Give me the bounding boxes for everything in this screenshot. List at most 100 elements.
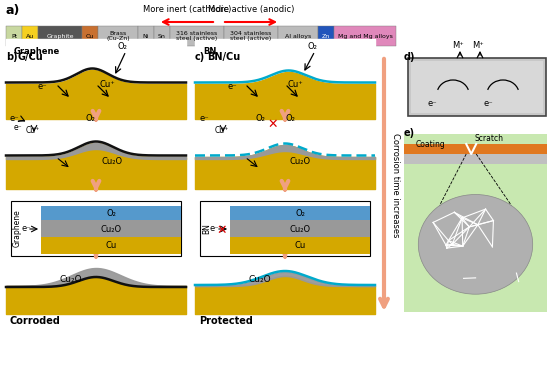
Text: Brass
(Cu-Zn): Brass (Cu-Zn)	[106, 31, 130, 42]
Bar	[200, 201, 370, 256]
Text: Graphite: Graphite	[46, 34, 74, 39]
Bar	[6, 157, 186, 189]
Text: More active (anodic): More active (anodic)	[208, 5, 294, 14]
Text: BN/Cu: BN/Cu	[207, 52, 240, 62]
Text: O₂: O₂	[106, 208, 116, 218]
Text: Graphene: Graphene	[14, 47, 60, 56]
Bar	[138, 26, 154, 46]
Bar	[6, 286, 186, 314]
Text: d): d)	[404, 52, 415, 62]
Text: e⁻: e⁻	[38, 82, 48, 91]
Bar	[318, 26, 334, 46]
Bar	[195, 256, 375, 314]
Text: O₂: O₂	[285, 114, 295, 123]
Bar	[6, 26, 22, 46]
Bar	[98, 26, 138, 46]
Text: e⁻: e⁻	[227, 82, 236, 91]
Text: ✕: ✕	[216, 224, 227, 237]
Text: Cu: Cu	[294, 242, 306, 251]
Text: e⁻: e⁻	[10, 114, 20, 123]
Text: e): e)	[404, 128, 415, 138]
Bar	[224, 26, 278, 46]
Text: e⁻: e⁻	[428, 99, 438, 108]
Bar	[6, 113, 186, 189]
Text: Cu⁺: Cu⁺	[215, 126, 229, 135]
Text: Coating: Coating	[416, 140, 446, 149]
Text: Cu₂O: Cu₂O	[60, 275, 82, 284]
Text: 316 stainless
steel (active): 316 stainless steel (active)	[177, 31, 218, 42]
Text: O₂: O₂	[255, 114, 265, 123]
Text: Sn: Sn	[158, 34, 166, 39]
Text: Cu₂O: Cu₂O	[289, 224, 311, 233]
Ellipse shape	[419, 194, 533, 294]
Bar	[38, 26, 82, 46]
Bar	[278, 26, 318, 46]
Text: e⁻: e⁻	[199, 114, 208, 123]
Text: Zn: Zn	[322, 34, 330, 39]
Text: Cu: Cu	[86, 34, 94, 39]
Text: e⁻: e⁻	[210, 224, 219, 233]
Bar	[41, 237, 181, 254]
Text: Corrosion time increases: Corrosion time increases	[391, 133, 400, 237]
Bar	[195, 84, 375, 119]
Text: Au: Au	[26, 34, 34, 39]
Bar	[6, 41, 186, 119]
Text: BN: BN	[203, 47, 216, 56]
Text: Cu: Cu	[106, 242, 117, 251]
Bar	[195, 286, 375, 314]
Bar	[411, 61, 543, 113]
Bar	[404, 144, 547, 154]
Text: Cu⁺: Cu⁺	[288, 80, 304, 89]
Text: BN: BN	[202, 223, 211, 234]
Text: More inert (cathodic): More inert (cathodic)	[143, 5, 231, 14]
Bar	[404, 150, 547, 164]
Text: 304 stainless
steel (active): 304 stainless steel (active)	[230, 31, 272, 42]
Text: Cu₂O: Cu₂O	[101, 157, 122, 166]
Bar	[41, 206, 181, 220]
Bar	[6, 256, 186, 314]
Text: Cu₂O: Cu₂O	[249, 275, 271, 284]
Bar	[170, 26, 224, 46]
Text: O₂: O₂	[118, 42, 128, 51]
Bar	[334, 26, 396, 46]
Text: G/Cu: G/Cu	[17, 52, 43, 62]
Text: O₂: O₂	[307, 42, 317, 51]
Bar	[230, 206, 370, 220]
Bar	[154, 26, 170, 46]
Bar	[82, 26, 98, 46]
Text: Cu₂O: Cu₂O	[290, 157, 311, 166]
Text: M⁺: M⁺	[472, 41, 484, 50]
Bar	[404, 134, 547, 312]
Text: M⁺: M⁺	[452, 41, 464, 50]
Bar	[41, 220, 181, 237]
Text: e⁻: e⁻	[14, 123, 23, 132]
Text: Cu⁺: Cu⁺	[99, 80, 115, 89]
Bar	[408, 58, 546, 116]
Text: Pt: Pt	[11, 34, 17, 39]
Text: c): c)	[195, 52, 205, 62]
Bar	[195, 157, 375, 189]
Bar	[11, 201, 181, 256]
Text: Corroded: Corroded	[10, 316, 61, 326]
Text: Al alloys: Al alloys	[285, 34, 311, 39]
Text: Cu₂O: Cu₂O	[101, 224, 122, 233]
Text: e⁻: e⁻	[483, 99, 493, 108]
Bar	[195, 41, 375, 119]
Text: b): b)	[6, 52, 18, 62]
Text: Scratch: Scratch	[474, 134, 503, 143]
Text: e⁻: e⁻	[21, 224, 31, 233]
Text: Graphene: Graphene	[13, 209, 22, 247]
Text: ✕: ✕	[267, 118, 278, 131]
Text: Mg and Mg alloys: Mg and Mg alloys	[338, 34, 393, 39]
Text: Cu⁺: Cu⁺	[26, 126, 40, 135]
Text: a): a)	[6, 4, 20, 17]
Bar	[6, 84, 186, 119]
Text: Protected: Protected	[199, 316, 253, 326]
Text: O₂: O₂	[295, 208, 305, 218]
Bar	[230, 237, 370, 254]
Bar	[230, 220, 370, 237]
Bar	[22, 26, 38, 46]
Bar	[195, 113, 375, 189]
Text: O₂: O₂	[86, 114, 96, 123]
Text: Ni: Ni	[143, 34, 149, 39]
